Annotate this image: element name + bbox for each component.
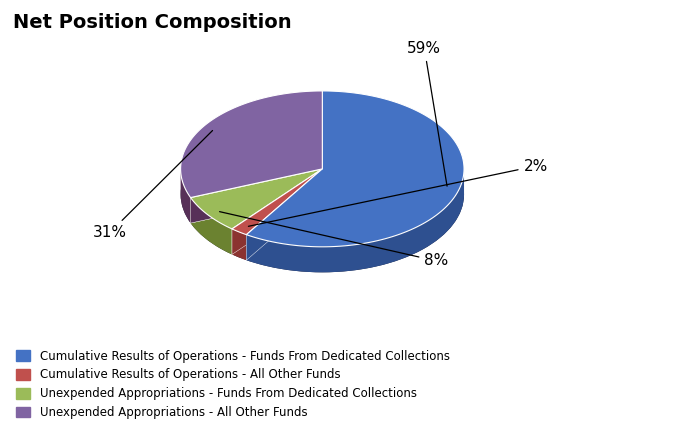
Polygon shape — [190, 169, 322, 229]
Text: 2%: 2% — [248, 158, 548, 226]
Polygon shape — [190, 169, 322, 223]
Text: 31%: 31% — [93, 130, 213, 240]
Text: 59%: 59% — [407, 41, 447, 186]
Polygon shape — [232, 169, 322, 235]
Polygon shape — [232, 169, 322, 255]
Polygon shape — [180, 169, 190, 223]
Polygon shape — [246, 170, 464, 272]
Ellipse shape — [180, 116, 464, 272]
Polygon shape — [180, 91, 322, 197]
Polygon shape — [190, 169, 322, 223]
Polygon shape — [246, 169, 322, 260]
Text: 8%: 8% — [219, 212, 449, 268]
Polygon shape — [232, 229, 246, 260]
Text: Net Position Composition: Net Position Composition — [13, 13, 292, 32]
Polygon shape — [246, 169, 322, 260]
Polygon shape — [232, 169, 322, 255]
Legend: Cumulative Results of Operations - Funds From Dedicated Collections, Cumulative : Cumulative Results of Operations - Funds… — [13, 346, 454, 423]
Polygon shape — [190, 197, 232, 255]
Polygon shape — [246, 91, 464, 247]
